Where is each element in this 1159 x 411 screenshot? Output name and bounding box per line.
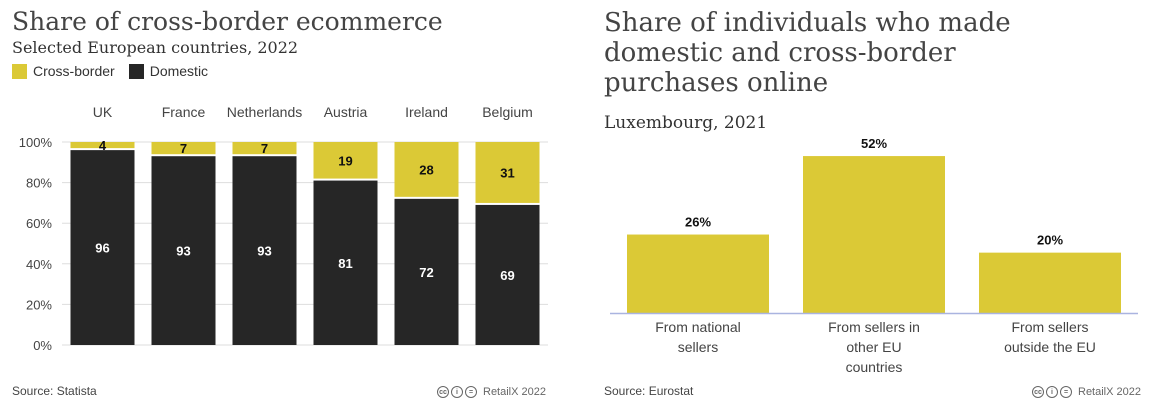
y-tick-label: 60%	[26, 216, 52, 231]
category-label: countries	[846, 359, 903, 375]
y-tick-label: 20%	[26, 297, 52, 312]
right-chart-title: Share of individuals who made domestic a…	[604, 8, 1011, 98]
bar	[627, 234, 769, 313]
value-label-domestic: 72	[419, 265, 433, 280]
value-label-cross-border: 19	[338, 153, 352, 168]
bar-cross-border	[151, 142, 216, 155]
bar-domestic	[475, 204, 540, 345]
value-label-cross-border: 7	[261, 141, 268, 156]
category-label: Ireland	[405, 104, 448, 120]
bar-cross-border	[232, 142, 297, 155]
value-label-cross-border: 31	[500, 165, 514, 180]
bar-domestic	[151, 156, 216, 345]
category-label: From sellers in	[828, 319, 920, 335]
legend-label-domestic: Domestic	[149, 63, 209, 79]
legend-item-cross-border: Cross-border	[12, 63, 115, 79]
legend-swatch-cross-border	[12, 63, 27, 79]
category-label: From national	[655, 319, 741, 335]
y-tick-label: 100%	[19, 135, 53, 150]
category-label: Austria	[324, 104, 368, 120]
bar-domestic	[313, 180, 378, 345]
category-label: From sellers	[1011, 319, 1088, 335]
category-label: France	[162, 104, 206, 120]
right-chart-subtitle: Luxembourg, 2021	[604, 113, 768, 133]
bar-cross-border	[475, 142, 540, 203]
y-tick-label: 0%	[33, 338, 52, 353]
value-label: 20%	[1037, 233, 1063, 248]
value-label-domestic: 69	[500, 268, 514, 283]
value-label-domestic: 93	[176, 244, 190, 259]
bar-domestic	[232, 156, 297, 345]
nd-icon: =	[1060, 386, 1072, 398]
by-icon: i	[1046, 386, 1058, 398]
left-chart-panel: Share of cross-border ecommerce Selected…	[0, 0, 575, 411]
y-tick-label: 40%	[26, 257, 52, 272]
category-label: other EU	[846, 339, 901, 355]
right-source: Source: Eurostat	[604, 384, 694, 398]
bar-cross-border	[70, 142, 135, 149]
bar-cross-border	[394, 142, 459, 197]
value-label-domestic: 93	[257, 244, 271, 259]
bar-domestic	[394, 198, 459, 345]
legend-swatch-domestic	[128, 63, 144, 79]
value-label-domestic: 81	[338, 256, 352, 271]
left-chart-subtitle: Selected European countries, 2022	[12, 38, 299, 57]
category-label: outside the EU	[1004, 339, 1096, 355]
value-label-cross-border: 7	[180, 141, 187, 156]
left-chart-title: Share of cross-border ecommerce	[12, 7, 443, 36]
right-credit-text: RetailX 2022	[1078, 386, 1141, 398]
value-label: 26%	[685, 215, 711, 230]
bar	[803, 156, 945, 313]
y-tick-label: 80%	[26, 176, 52, 191]
cc-icon: cc	[437, 386, 449, 398]
category-label: sellers	[678, 339, 718, 355]
value-label: 52%	[861, 136, 887, 151]
category-label: Belgium	[482, 104, 533, 120]
bar-chart: 26% From national sellers 52% From sellers i…	[610, 136, 1138, 375]
legend-item-domestic: Domestic	[128, 63, 209, 79]
category-label: UK	[93, 104, 113, 120]
left-credit-text: RetailX 2022	[483, 386, 546, 398]
left-credit: cc i = RetailX 2022	[437, 386, 546, 398]
bar	[979, 252, 1121, 313]
value-label-domestic: 96	[95, 241, 109, 256]
stacked-bar-chart: 0% 20% 40% 60% 80% 100% UK 96 4 France 93 7 Netherla…	[19, 104, 548, 353]
right-credit: cc i = RetailX 2022	[1032, 386, 1141, 398]
value-label-cross-border: 4	[99, 138, 107, 153]
right-chart-panel: Share of individuals who made domestic a…	[590, 0, 1159, 411]
category-label: Netherlands	[227, 104, 303, 120]
by-icon: i	[451, 386, 463, 398]
bar-domestic	[70, 150, 135, 345]
cc-icon: cc	[1032, 386, 1044, 398]
value-label-cross-border: 28	[419, 162, 433, 177]
legend: Cross-border Domestic	[12, 63, 222, 79]
left-source: Source: Statista	[12, 384, 97, 398]
legend-label-cross-border: Cross-border	[33, 63, 115, 79]
nd-icon: =	[465, 386, 477, 398]
bar-cross-border	[313, 142, 378, 179]
